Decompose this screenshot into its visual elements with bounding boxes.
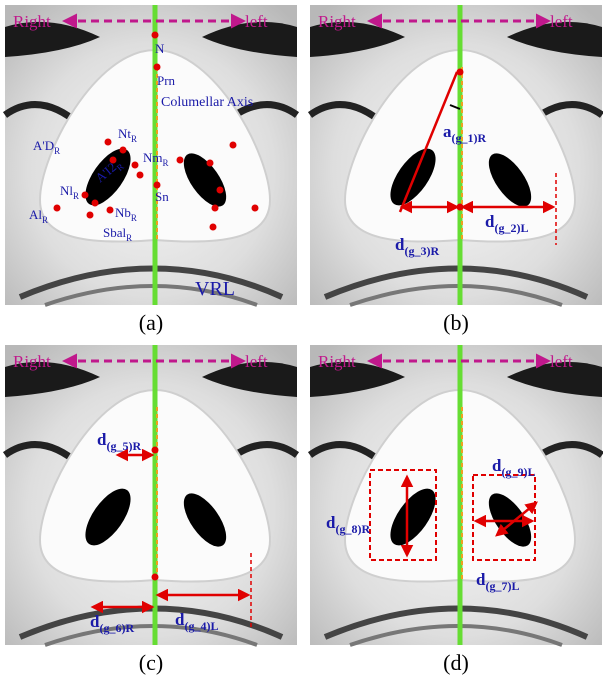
label-main: Nb [115, 205, 131, 220]
landmark [212, 205, 219, 212]
direction-left: left [245, 12, 268, 31]
annotation-label: Columellar Axis [161, 95, 253, 110]
annotation-label: Prn [157, 73, 176, 88]
landmark [107, 207, 114, 214]
landmark [120, 147, 127, 154]
label-main: Nl [60, 183, 73, 198]
label-main: Al [29, 207, 42, 222]
label-sub: R [131, 134, 137, 144]
panel-caption: (d) [443, 650, 469, 675]
label-main: Nt [118, 126, 131, 141]
annotation-label: VRL [195, 278, 235, 300]
panel-caption: (b) [443, 310, 469, 335]
landmark [152, 574, 159, 581]
landmark [252, 205, 259, 212]
label-sub: (g_1)R [452, 131, 487, 145]
label-sub: (g_6)R [99, 621, 134, 635]
landmark [87, 212, 94, 219]
annotation-label: Sn [155, 189, 169, 204]
landmark [177, 157, 184, 164]
direction-right: Right [318, 352, 356, 371]
landmark [230, 142, 237, 149]
landmark [152, 32, 159, 39]
landmark [92, 200, 99, 207]
landmark [457, 69, 464, 76]
label-sub: R [131, 213, 137, 223]
label-sub: (g_4)L [184, 619, 218, 633]
label-main: Nm [143, 150, 163, 165]
direction-right: Right [13, 352, 51, 371]
label-sub: (g_2)L [494, 221, 528, 235]
label-main: Columellar Axis [161, 95, 253, 110]
landmark [457, 204, 464, 211]
label-sub: (g_5)R [106, 439, 141, 453]
landmark [217, 187, 224, 194]
label-main: VRL [195, 278, 235, 300]
label-main: N [155, 41, 165, 56]
label-main: Prn [157, 73, 176, 88]
landmark [82, 192, 89, 199]
landmark [54, 205, 61, 212]
label-sub: R [73, 191, 79, 201]
label-main: A'D [33, 138, 54, 153]
label-sub: R [54, 146, 60, 156]
panel: Rightlefta(g_1)Rd(g_3)Rd(g_2)L [310, 5, 602, 305]
label-sub: R [42, 215, 48, 225]
landmark [207, 160, 214, 167]
annotation-label: N [155, 41, 165, 56]
landmark [210, 224, 217, 231]
label-sub: (g_8)R [335, 522, 370, 536]
landmark [132, 162, 139, 169]
label-main: Sn [155, 189, 169, 204]
direction-left: left [245, 352, 268, 371]
landmark [154, 64, 161, 71]
direction-right: Right [13, 12, 51, 31]
label-main: Sbal [103, 225, 127, 240]
direction-right: Right [318, 12, 356, 31]
landmark [152, 447, 159, 454]
landmark [154, 182, 161, 189]
label-sub: R [163, 158, 169, 168]
panel: RightleftNPrnColumellar AxisA'DRNtRNmRA'… [5, 5, 297, 305]
panel-caption: (c) [139, 650, 163, 675]
label-sub: (g_9)L [501, 465, 535, 479]
direction-left: left [550, 352, 573, 371]
landmark [137, 172, 144, 179]
direction-left: left [550, 12, 573, 31]
panel-caption: (a) [139, 310, 163, 335]
label-sub: (g_3)R [404, 244, 439, 258]
landmark [105, 139, 112, 146]
figure: RightleftNPrnColumellar AxisA'DRNtRNmRA'… [0, 0, 603, 689]
label-sub: (g_7)L [485, 579, 519, 593]
label-sub: R [126, 233, 132, 243]
